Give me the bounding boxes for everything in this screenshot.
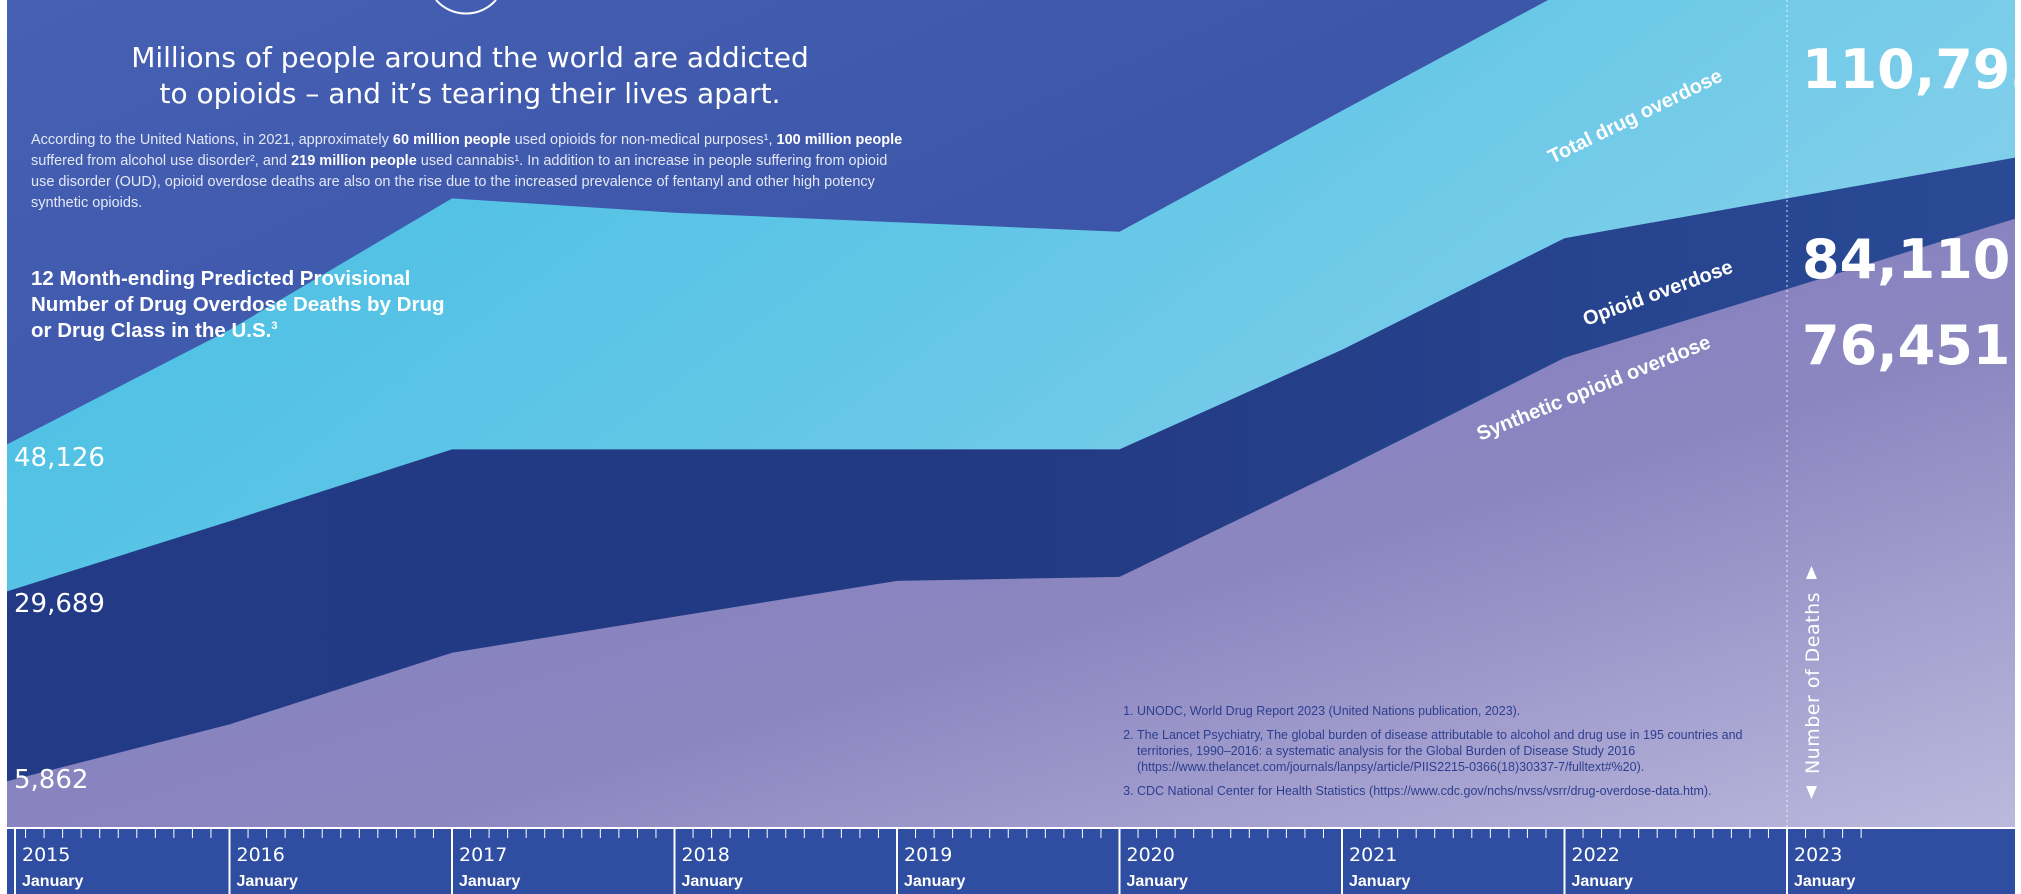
opioid-end-value: 84,110 [1802,228,2011,291]
y-axis-title: Number of Deaths [1802,591,1824,775]
year-label-2023: 2023 [1794,844,1842,866]
synthetic-end-value: 76,451 [1802,314,2011,377]
footnote-1: UNODC, World Drug Report 2023 (United Na… [1137,703,1797,719]
footnotes: UNODC, World Drug Report 2023 (United Na… [1115,703,1797,807]
year-label-2018: 2018 [682,844,730,866]
month-label-2017: January [459,873,520,890]
month-label-2020: January [1127,873,1188,890]
synthetic-start-value: 5,862 [14,765,89,795]
opioid-start-value: 29,689 [14,589,105,619]
stat-opioid-users: 60 million people [392,132,511,148]
year-label-2015: 2015 [22,844,70,866]
logo-mark [435,0,497,15]
year-label-2021: 2021 [1349,844,1397,866]
intro-paragraph: According to the United Nations, in 2021… [31,132,903,211]
year-label-2019: 2019 [904,844,952,866]
month-label-2018: January [682,873,743,890]
x-axis-band [7,828,2015,894]
headline: Millions of people around the world are … [131,41,809,110]
right-edge [2015,0,2021,894]
footnote-3: CDC National Center for Health Statistic… [1137,783,1797,799]
total-end-value: 110,795 [1802,38,2021,101]
year-label-2017: 2017 [459,844,507,866]
y-axis-arrow-down [1806,786,1817,799]
chart-title: 12 Month-ending Predicted Provisional Nu… [31,267,445,342]
month-label-2019: January [904,873,965,890]
year-label-2020: 2020 [1127,844,1175,866]
stat-cannabis-users: 219 million people [291,153,417,169]
month-label-2022: January [1572,873,1633,890]
y-axis-arrow-up [1806,566,1817,579]
left-edge [0,0,7,894]
total-start-value: 48,126 [14,443,105,473]
year-label-2022: 2022 [1572,844,1620,866]
month-label-2021: January [1349,873,1410,890]
synthetic-opioid-area [7,218,2015,828]
month-label-2015: January [22,873,83,890]
month-label-2023: January [1794,873,1855,890]
footnote-2: The Lancet Psychiatry, The global burden… [1137,727,1797,775]
year-label-2016: 2016 [237,844,285,866]
stat-alcohol-disorder: 100 million people [776,132,903,148]
month-label-2016: January [237,873,298,890]
